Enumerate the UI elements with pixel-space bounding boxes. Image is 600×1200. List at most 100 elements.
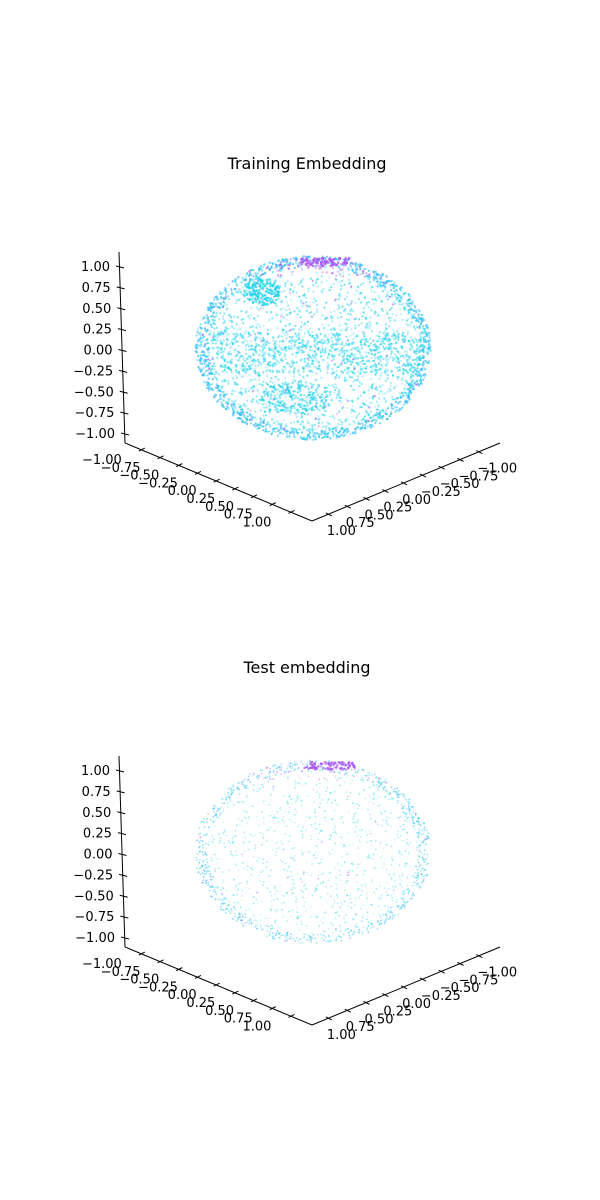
scatter-point (236, 410, 239, 413)
scatter-point (309, 327, 312, 330)
scatter-point (372, 396, 375, 399)
scatter-point (419, 334, 422, 338)
scatter-point (254, 342, 257, 345)
scatter-point (216, 886, 219, 889)
y-tick-label: 0.75 (346, 1020, 375, 1035)
scatter-point (254, 378, 257, 381)
scatter-point (345, 328, 348, 331)
scatter-point (285, 409, 288, 412)
scatter-point (299, 379, 302, 382)
scatter-point (263, 410, 266, 413)
scatter-point (380, 278, 383, 281)
scatter-point (382, 913, 385, 916)
scatter-point (276, 397, 279, 400)
scatter-point (300, 431, 303, 434)
scatter-point (366, 856, 369, 858)
scatter-point (379, 885, 382, 888)
scatter-point (226, 405, 229, 408)
scatter-point (425, 347, 428, 350)
scatter-point (240, 310, 243, 313)
scatter-point (230, 787, 232, 790)
scatter-point (309, 431, 312, 435)
scatter-point (259, 337, 262, 340)
scatter-point (356, 926, 358, 928)
x-tick-label: 0.50 (205, 1004, 234, 1019)
scatter-point (265, 866, 268, 869)
scatter-point (384, 347, 387, 351)
scatter-point (255, 276, 258, 279)
scatter-point (285, 770, 288, 773)
scatter-point (325, 280, 329, 283)
scatter-point (337, 365, 340, 368)
scatter-point (233, 315, 236, 318)
scatter-point (395, 384, 398, 387)
scatter-point (213, 838, 216, 841)
scatter-point (208, 385, 211, 388)
scatter-point (286, 767, 289, 770)
scatter-point (346, 368, 349, 371)
scatter-point (399, 313, 402, 316)
scatter-point (236, 328, 239, 331)
scatter-point (307, 385, 310, 388)
scatter-point (408, 798, 411, 801)
scatter-point (292, 882, 295, 885)
scatter-point (409, 355, 412, 358)
scatter-point (249, 355, 252, 358)
y-tick-mark (382, 993, 389, 998)
scatter-point (419, 318, 423, 321)
scatter-point (345, 261, 349, 265)
scatter-point (330, 315, 333, 318)
scatter-point (399, 286, 402, 289)
scatter-point (228, 350, 231, 353)
scatter-point (233, 341, 236, 344)
scatter-point (333, 766, 335, 769)
scatter-point (377, 404, 380, 407)
scatter-point (389, 346, 392, 349)
scatter-point (303, 936, 305, 938)
scatter-point (199, 323, 202, 326)
scatter-point (358, 381, 361, 384)
scatter-point (316, 257, 319, 261)
scatter-point (372, 270, 375, 273)
scatter-point (259, 281, 263, 284)
z-tick-mark (120, 432, 130, 436)
scatter-point (276, 930, 279, 933)
scatter-point (351, 862, 353, 865)
scatter-point (404, 862, 407, 865)
scatter-point (195, 857, 198, 859)
scatter-point (274, 816, 276, 819)
scatter-point (261, 285, 264, 288)
scatter-point (246, 418, 249, 421)
scatter-point (379, 803, 382, 806)
scatter-point (357, 298, 360, 301)
scatter-point (368, 830, 371, 833)
scatter-point (378, 331, 381, 334)
scatter-point (347, 312, 350, 315)
z-tick-label: 0.00 (84, 848, 113, 863)
scatter-point (209, 875, 212, 878)
scatter-point (247, 389, 251, 392)
scatter-point (423, 877, 425, 880)
scatter-point (345, 379, 348, 382)
scatter-point (295, 916, 298, 919)
scatter-point (234, 288, 237, 291)
scatter-point (401, 897, 404, 900)
scatter-point (289, 427, 292, 430)
scatter-point (324, 257, 327, 260)
scatter-point (279, 319, 282, 322)
scatter-point (254, 284, 257, 288)
scatter-point (209, 859, 211, 861)
scatter-point (412, 385, 415, 388)
scatter-point (381, 384, 384, 387)
scatter-point (309, 905, 312, 908)
scatter-point (288, 910, 290, 913)
scatter-point (316, 933, 319, 936)
scatter-point (289, 410, 292, 413)
scatter-point (213, 376, 216, 379)
scatter-point (413, 325, 416, 328)
scatter-point (390, 410, 393, 413)
scatter-point (211, 337, 214, 340)
scatter-point (399, 359, 403, 362)
scatter-point (219, 341, 223, 345)
scatter-point (325, 271, 328, 274)
